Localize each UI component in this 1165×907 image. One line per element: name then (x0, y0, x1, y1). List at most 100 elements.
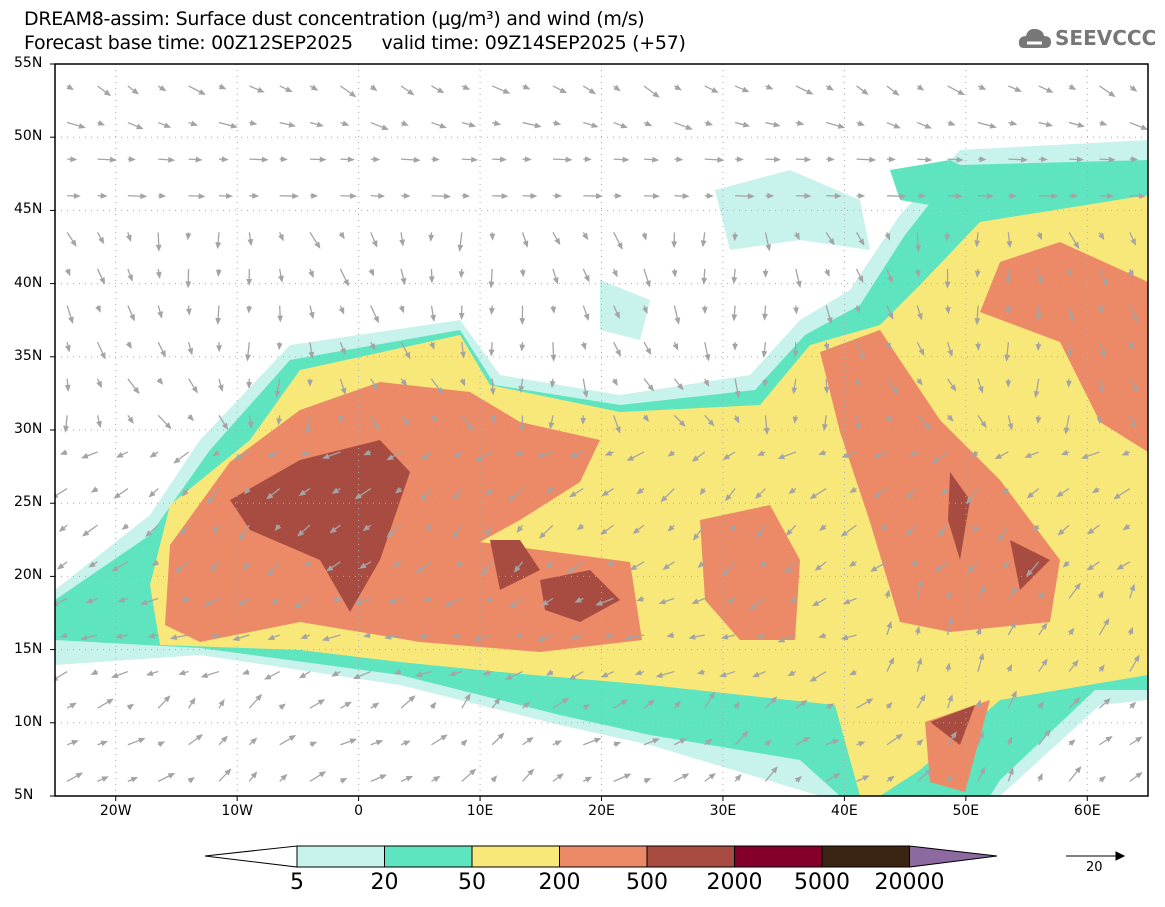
wind-arrow (811, 597, 827, 607)
wind-arrow (583, 156, 592, 163)
wind-arrow (278, 703, 286, 710)
wind-arrow (247, 232, 254, 247)
wind-arrow (552, 740, 563, 747)
wind-arrow (914, 625, 921, 636)
wind-arrow (310, 156, 327, 163)
wind-arrow (916, 305, 923, 321)
wind-arrow (1068, 305, 1074, 322)
wind-arrow (451, 632, 462, 639)
wind-arrow (642, 305, 648, 315)
wind-arrow (825, 773, 841, 782)
wind-arrow (169, 634, 189, 641)
wind-arrow (823, 378, 830, 394)
wind-arrow (151, 559, 160, 567)
wind-arrow (354, 488, 372, 500)
wind-arrow (218, 735, 228, 746)
wind-arrow (944, 305, 951, 315)
wind-arrow (127, 737, 146, 746)
wind-arrow (519, 342, 526, 352)
wind-arrow (606, 559, 615, 567)
wind-arrow (613, 232, 623, 250)
wind-arrow (515, 449, 523, 456)
wind-arrow (674, 193, 690, 200)
wind-arrow (765, 121, 781, 128)
wind-arrow (338, 231, 345, 240)
wind-arrow (484, 524, 493, 538)
wind-arrow (461, 768, 477, 782)
wind-arrow (734, 85, 750, 93)
wind-arrow (245, 342, 251, 362)
wind-arrow (856, 741, 866, 747)
wind-arrow (1068, 766, 1082, 782)
wind-arrow (537, 451, 554, 458)
wind-arrow (1007, 767, 1014, 782)
wind-arrow (157, 741, 166, 748)
wind-arrow (1033, 524, 1040, 532)
wind-arrow (266, 488, 281, 500)
wind-arrow (626, 451, 645, 461)
wind-arrow (667, 524, 675, 532)
wind-arrow (97, 192, 108, 199)
colorbar-segment (734, 845, 823, 868)
wind-arrow (489, 305, 495, 316)
wind-arrow (370, 193, 386, 199)
wind-arrow (1098, 698, 1111, 709)
wind-arrow (140, 597, 159, 606)
wind-arrow (704, 691, 715, 709)
wind-arrow (340, 738, 358, 746)
wind-arrow (997, 524, 1009, 542)
colorbar-over-triangle (909, 845, 998, 868)
wind-arrow (945, 662, 951, 672)
wind-arrow (1098, 378, 1105, 394)
wind-arrow (363, 449, 372, 456)
wind-arrow (975, 699, 982, 709)
wind-arrow (764, 739, 772, 747)
wind-arrow (473, 634, 493, 642)
wind-arrow (188, 734, 203, 746)
wind-arrow (127, 414, 134, 424)
wind-arrow (733, 415, 740, 424)
wind-arrow (430, 305, 436, 322)
wind-arrow (886, 656, 895, 672)
wind-arrow (582, 776, 593, 783)
wind-arrow (66, 702, 77, 709)
wind-arrow (1066, 378, 1072, 388)
wind-arrow (1098, 775, 1106, 783)
wind-arrow (331, 670, 341, 677)
chart-subtitle: Forecast base time: 00Z12SEP2025 valid t… (24, 32, 686, 54)
wind-arrow (658, 597, 675, 605)
wind-arrow (1097, 305, 1103, 314)
wind-arrow (326, 561, 341, 572)
wind-arrow (1068, 697, 1081, 709)
wind-arrow (975, 342, 982, 351)
dust-level-50 (150, 195, 1148, 796)
wind-arrow (386, 451, 402, 461)
wind-arrow (522, 193, 538, 199)
wind-arrow (600, 524, 615, 535)
wind-arrow (856, 85, 869, 95)
wind-arrow (576, 523, 585, 531)
wind-arrow (761, 342, 768, 358)
wind-arrow (431, 734, 448, 746)
wind-arrow (308, 268, 314, 279)
wind-arrow (400, 740, 411, 747)
wind-arrow (822, 415, 828, 432)
wind-arrow (340, 193, 358, 199)
wind-arrow (426, 523, 433, 532)
wind-arrow (660, 488, 675, 503)
wind-arrow (826, 193, 842, 199)
wind-arrow (582, 232, 589, 241)
wind-arrow (485, 596, 493, 603)
wind-arrow (1113, 488, 1131, 500)
wind-arrow (339, 268, 349, 287)
wind-arrow (232, 634, 250, 641)
wind-arrow (429, 341, 435, 350)
wind-arrow (218, 415, 229, 431)
wind-arrow (580, 415, 587, 425)
wind-arrow (429, 701, 437, 710)
wind-arrow (613, 192, 623, 199)
wind-arrow (643, 378, 655, 392)
wind-arrow (370, 232, 378, 248)
wind-arrow (674, 773, 690, 782)
colorbar-label: 2000 (706, 870, 763, 895)
